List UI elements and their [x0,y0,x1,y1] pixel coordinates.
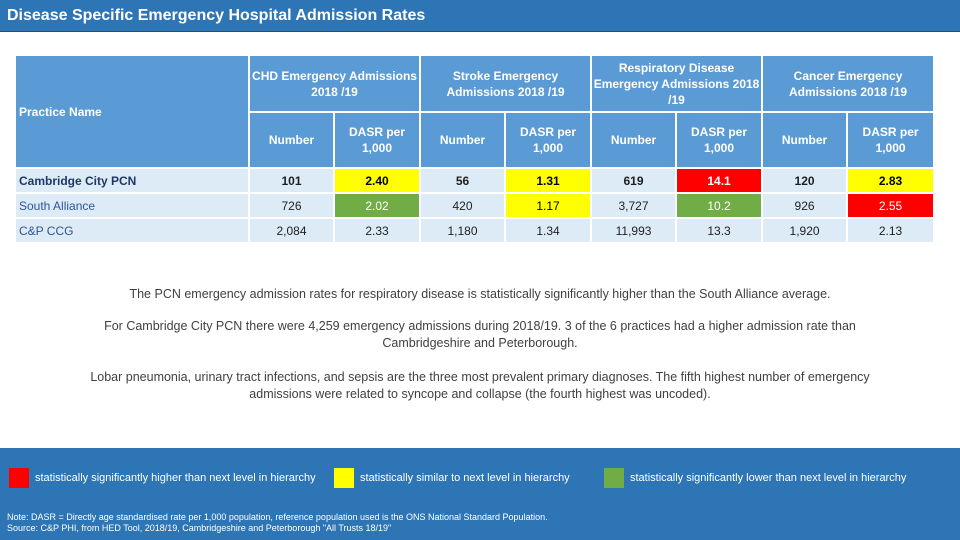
narrative-paragraph: For Cambridge City PCN there were 4,259 … [104,319,856,350]
legend-swatch-green [604,468,624,488]
sub-header-number: Number [419,111,507,169]
dasr-cell: 2.13 [846,217,936,244]
dasr-cell: 2.33 [332,217,422,244]
sub-header-dasr: DASR per 1,000 [675,111,764,169]
sub-header-number: Number [761,111,849,169]
number-cell: 420 [419,192,507,219]
table-body: Cambridge City PCN 101 2.40 56 1.31 619 14.1 12… [14,167,936,244]
sub-header-dasr: DASR per 1,000 [846,111,936,169]
dasr-cell: 10.2 [675,192,764,219]
dasr-cell: 2.83 [846,167,936,194]
table-row: South Alliance 726 2.02 420 1.17 3,727 10.2 926… [14,192,936,219]
number-cell: 120 [761,167,849,194]
group-header-respiratory: Respiratory Disease Emergency Admissions… [590,54,764,113]
dasr-cell: 13.3 [675,217,764,244]
number-cell: 56 [419,167,507,194]
dasr-cell: 1.31 [504,167,593,194]
practice-name-cell: Cambridge City PCN [14,167,250,194]
group-header-chd: CHD Emergency Admissions 2018 /19 [247,54,422,113]
legend-swatch-red [9,468,29,488]
legend-label: statistically similar to next level in h… [360,472,570,484]
narrative-paragraph: The PCN emergency admission rates for re… [129,287,831,301]
practice-name-cell: South Alliance [14,192,250,219]
sub-header-number: Number [590,111,678,169]
group-header-stroke: Stroke Emergency Admissions 2018 /19 [419,54,593,113]
page-title: Disease Specific Emergency Hospital Admi… [7,7,426,24]
number-cell: 1,920 [761,217,849,244]
sub-header-dasr: DASR per 1,000 [504,111,593,169]
source-text: Source: C&P PHI, from HED Tool, 2018/19,… [7,523,392,533]
number-cell: 3,727 [590,192,678,219]
dasr-cell: 1.34 [504,217,593,244]
group-header-cancer: Cancer Emergency Admissions 2018 /19 [761,54,936,113]
number-cell: 726 [248,192,335,219]
table-row: Cambridge City PCN 101 2.40 56 1.31 619 14.1 12… [14,167,936,194]
title-bar: Disease Specific Emergency Hospital Admi… [0,0,960,32]
number-cell: 101 [248,167,335,194]
note-text: Note: DASR = Directly age standardised r… [7,512,548,522]
legend-label: statistically significantly lower than n… [630,472,907,484]
narrative-paragraph: Lobar pneumonia, urinary tract infection… [90,370,870,401]
footer-panel: statistically significantly higher than … [0,448,960,540]
dasr-cell: 14.1 [675,167,764,194]
number-cell: 1,180 [419,217,507,244]
dasr-cell: 1.17 [504,192,593,219]
sub-header-number: Number [248,111,335,169]
legend-swatch-yellow [334,468,354,488]
admissions-table: Practice Name CHD Emergency Admissions 2… [14,54,936,244]
practice-name-header: Practice Name [14,54,250,169]
practice-name-cell: C&P CCG [14,217,250,244]
number-cell: 926 [761,192,849,219]
dasr-cell: 2.02 [332,192,422,219]
dasr-cell: 2.55 [846,192,936,219]
sub-header-dasr: DASR per 1,000 [332,111,422,169]
number-cell: 2,084 [248,217,335,244]
number-cell: 619 [590,167,678,194]
number-cell: 11,993 [590,217,678,244]
dasr-cell: 2.40 [332,167,422,194]
table-row: C&P CCG 2,084 2.33 1,180 1.34 11,993 13.3 1,920… [14,217,936,244]
legend-label: statistically significantly higher than … [35,472,316,484]
